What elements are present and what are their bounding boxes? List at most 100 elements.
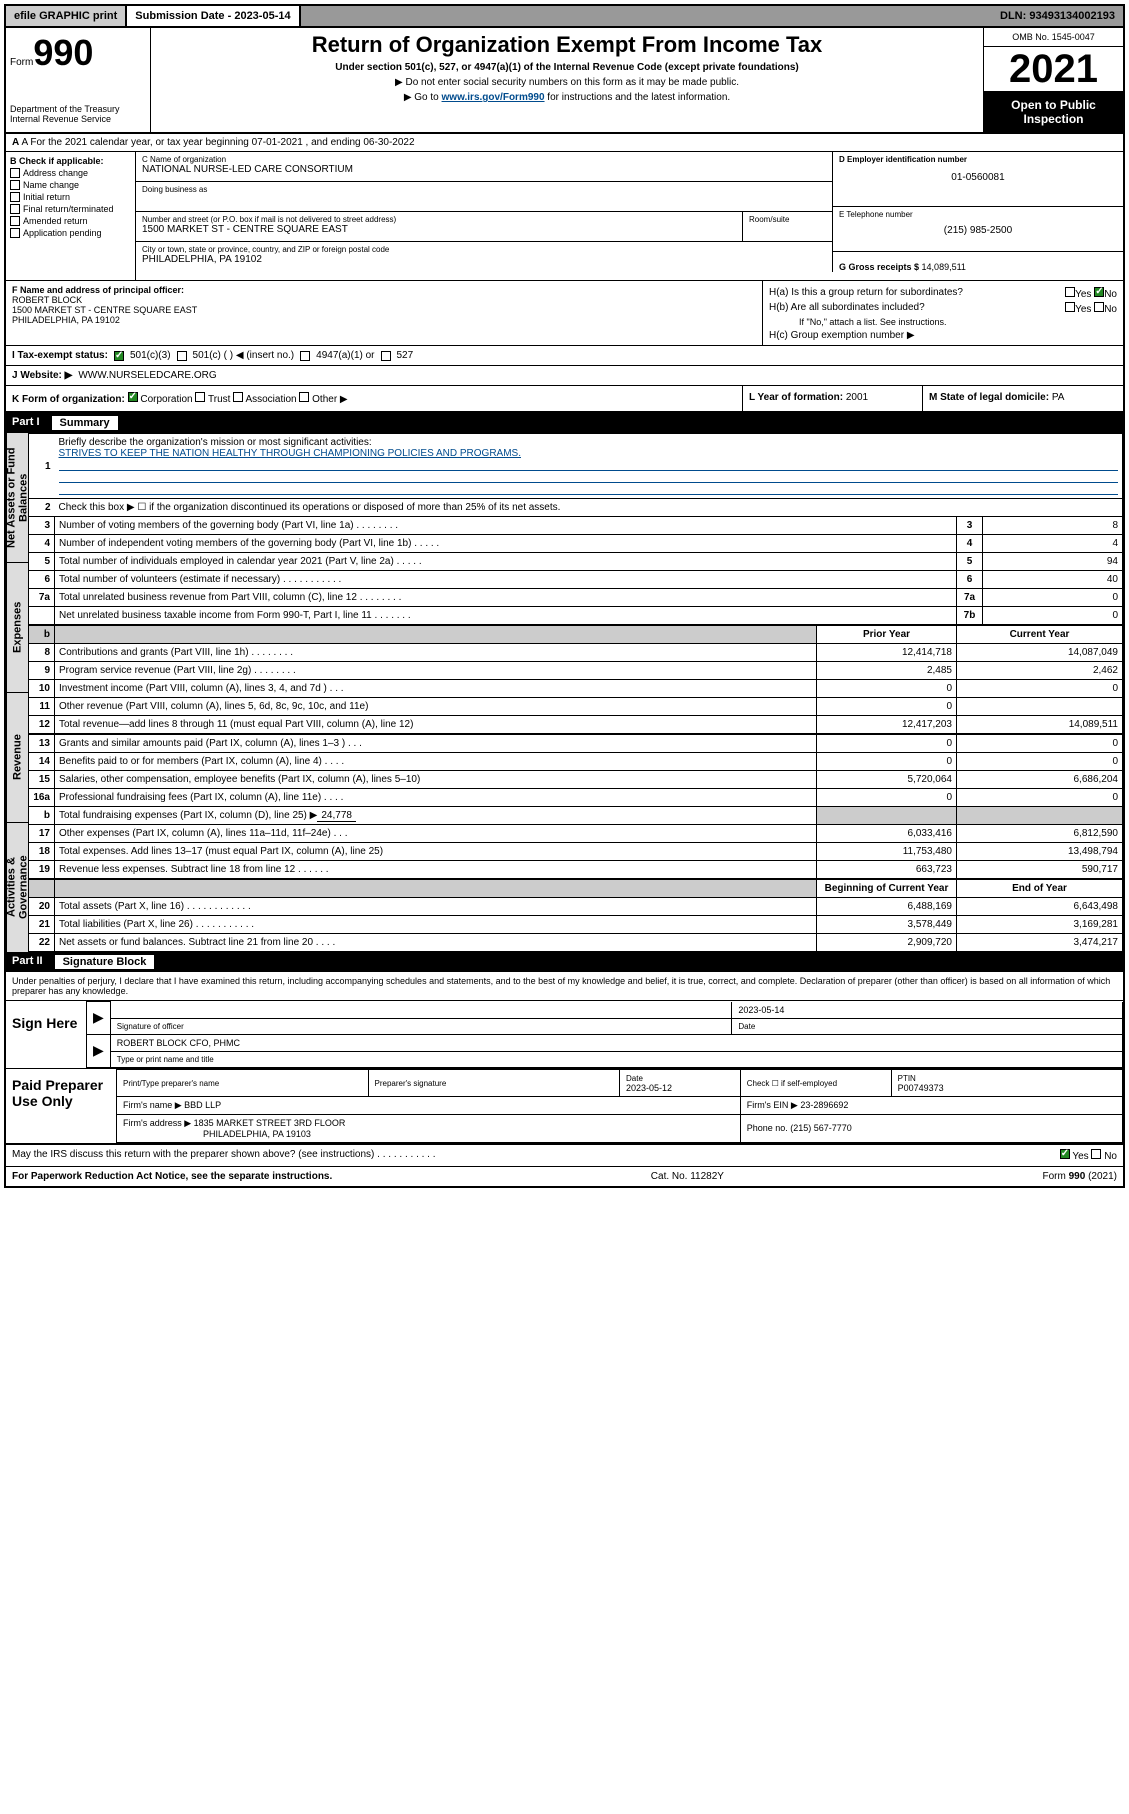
table-row: ▶ ROBERT BLOCK CFO, PHMC [87,1034,1123,1051]
l2-text: Check this box ▶ ☐ if the organization d… [55,499,1123,517]
col-b-checkboxes: B Check if applicable: Address change Na… [6,152,136,280]
check-application-pending[interactable]: Application pending [10,228,131,238]
l19-curr: 590,717 [957,861,1123,880]
no-label: No [1104,289,1117,300]
type-name-hint: Type or print name and title [110,1051,1122,1067]
table-row: 13Grants and similar amounts paid (Part … [29,734,1123,753]
table-row: bPrior YearCurrent Year [29,625,1123,644]
l10-curr: 0 [957,680,1123,698]
block-city: City or town, state or province, country… [136,242,833,272]
check-name-change[interactable]: Name change [10,180,131,190]
l17-curr: 6,812,590 [957,825,1123,843]
check-label: Application pending [23,228,102,238]
paperwork-notice: For Paperwork Reduction Act Notice, see … [12,1171,332,1182]
l10-prior: 0 [817,680,957,698]
irs-link[interactable]: www.irs.gov/Form990 [442,92,545,103]
checkbox-icon[interactable] [233,392,243,402]
m-value: PA [1052,392,1065,403]
header-right: OMB No. 1545-0047 2021 Open to Public In… [983,28,1123,132]
l15-label: Salaries, other compensation, employee b… [55,771,817,789]
checkbox-checked-icon[interactable] [114,351,124,361]
checkbox-checked-icon[interactable] [128,392,138,402]
checkbox-icon[interactable] [1065,302,1075,312]
l21-prior: 3,578,449 [817,916,957,934]
checkbox-icon[interactable] [177,351,187,361]
l4-value: 4 [983,535,1123,553]
sig-officer-hint: Signature of officer [110,1018,732,1034]
checkbox-checked-icon[interactable] [1094,287,1104,297]
catalog-number: Cat. No. 11282Y [651,1171,724,1182]
checkbox-icon[interactable] [1091,1149,1101,1159]
l17-prior: 6,033,416 [817,825,957,843]
gross-label: G Gross receipts $ [839,262,922,272]
top-bar: efile GRAPHIC print Submission Date - 20… [6,6,1123,28]
l10-label: Investment income (Part VIII, column (A)… [55,680,817,698]
checkbox-icon[interactable] [381,351,391,361]
prep-date-hint: Date [626,1074,643,1083]
l16a-prior: 0 [817,789,957,807]
checkbox-icon [10,168,20,178]
l8-label: Contributions and grants (Part VIII, lin… [55,644,817,662]
addr-hint: Number and street (or P.O. box if mail i… [142,215,736,224]
l15-prior: 5,720,064 [817,771,957,789]
firm-name-hint: Firm's name ▶ [123,1100,184,1110]
prep-sig-hint: Preparer's signature [375,1079,447,1088]
ptin-value: P00749373 [898,1083,944,1093]
check-label: Name change [23,180,79,190]
b-title: B Check if applicable: [10,156,131,166]
check-address-change[interactable]: Address change [10,168,131,178]
go-to-post: for instructions and the latest informat… [545,92,731,103]
arrow-icon: ▶ [87,1002,111,1035]
dept-treasury: Department of the Treasury Internal Reve… [10,104,146,124]
l13-label: Grants and similar amounts paid (Part IX… [55,734,817,753]
row-a-text: A For the 2021 calendar year, or tax yea… [21,137,414,148]
check-label: Initial return [23,192,70,202]
checkbox-icon[interactable] [1094,302,1104,312]
room-hint: Room/suite [749,215,826,224]
sign-here-block: Sign Here ▶ 2023-05-14 Signature of offi… [6,1001,1123,1069]
l5-label: Total number of individuals employed in … [55,553,957,571]
check-final-return[interactable]: Final return/terminated [10,204,131,214]
firm-ein: 23-2896692 [800,1100,848,1110]
checkbox-icon[interactable] [195,392,205,402]
checkbox-icon[interactable] [1065,287,1075,297]
opt-501c3: 501(c)(3) [130,350,171,361]
block-gross-receipts: G Gross receipts $ 14,089,511 [833,252,1123,280]
underline [59,459,1119,471]
h-b-label: H(b) Are all subordinates included? [769,302,925,315]
checkbox-icon[interactable] [299,392,309,402]
summary-table: 1 Briefly describe the organization's mi… [28,433,1123,952]
efile-link[interactable]: efile GRAPHIC print [6,6,127,26]
officer-addr1: 1500 MARKET ST - CENTRE SQUARE EAST [12,305,756,315]
check-initial-return[interactable]: Initial return [10,192,131,202]
l20-label: Total assets (Part X, line 16) . . . . .… [55,898,817,916]
table-row: 1 Briefly describe the organization's mi… [29,434,1123,499]
block-org-name: C Name of organization NATIONAL NURSE-LE… [136,152,833,182]
org-name: NATIONAL NURSE-LED CARE CONSORTIUM [142,164,826,175]
checkbox-icon[interactable] [300,351,310,361]
gross-value: 14,089,511 [922,262,966,272]
block-phone: E Telephone number (215) 985-2500 [833,207,1123,252]
table-row: 17Other expenses (Part IX, column (A), l… [29,825,1123,843]
table-row: 14Benefits paid to or for members (Part … [29,753,1123,771]
form-header: Form990 Department of the Treasury Inter… [6,28,1123,134]
k-label: K Form of organization: [12,394,125,405]
section-k-l-m: K Form of organization: Corporation Trus… [6,386,1123,413]
mission-text[interactable]: STRIVES TO KEEP THE NATION HEALTHY THROU… [59,448,522,459]
header-left: Form990 Department of the Treasury Inter… [6,28,151,132]
l21-label: Total liabilities (Part X, line 26) . . … [55,916,817,934]
i-label: I Tax-exempt status: [12,350,108,361]
dln: DLN: 93493134002193 [992,6,1123,26]
opt-other: Other ▶ [312,394,347,405]
table-row: Firm's address ▶ 1835 MARKET STREET 3RD … [117,1114,1123,1142]
table-row: 11Other revenue (Part VIII, column (A), … [29,698,1123,716]
check-amended-return[interactable]: Amended return [10,216,131,226]
l16a-label: Professional fundraising fees (Part IX, … [55,789,817,807]
l4-label: Number of independent voting members of … [55,535,957,553]
checkbox-checked-icon[interactable] [1060,1149,1070,1159]
discuss-label: May the IRS discuss this return with the… [12,1149,1060,1162]
opt-trust: Trust [208,394,230,405]
ein-value: 01-0560081 [839,172,1117,183]
l8-prior: 12,414,718 [817,644,957,662]
l-year-formation: L Year of formation: 2001 [743,386,923,411]
